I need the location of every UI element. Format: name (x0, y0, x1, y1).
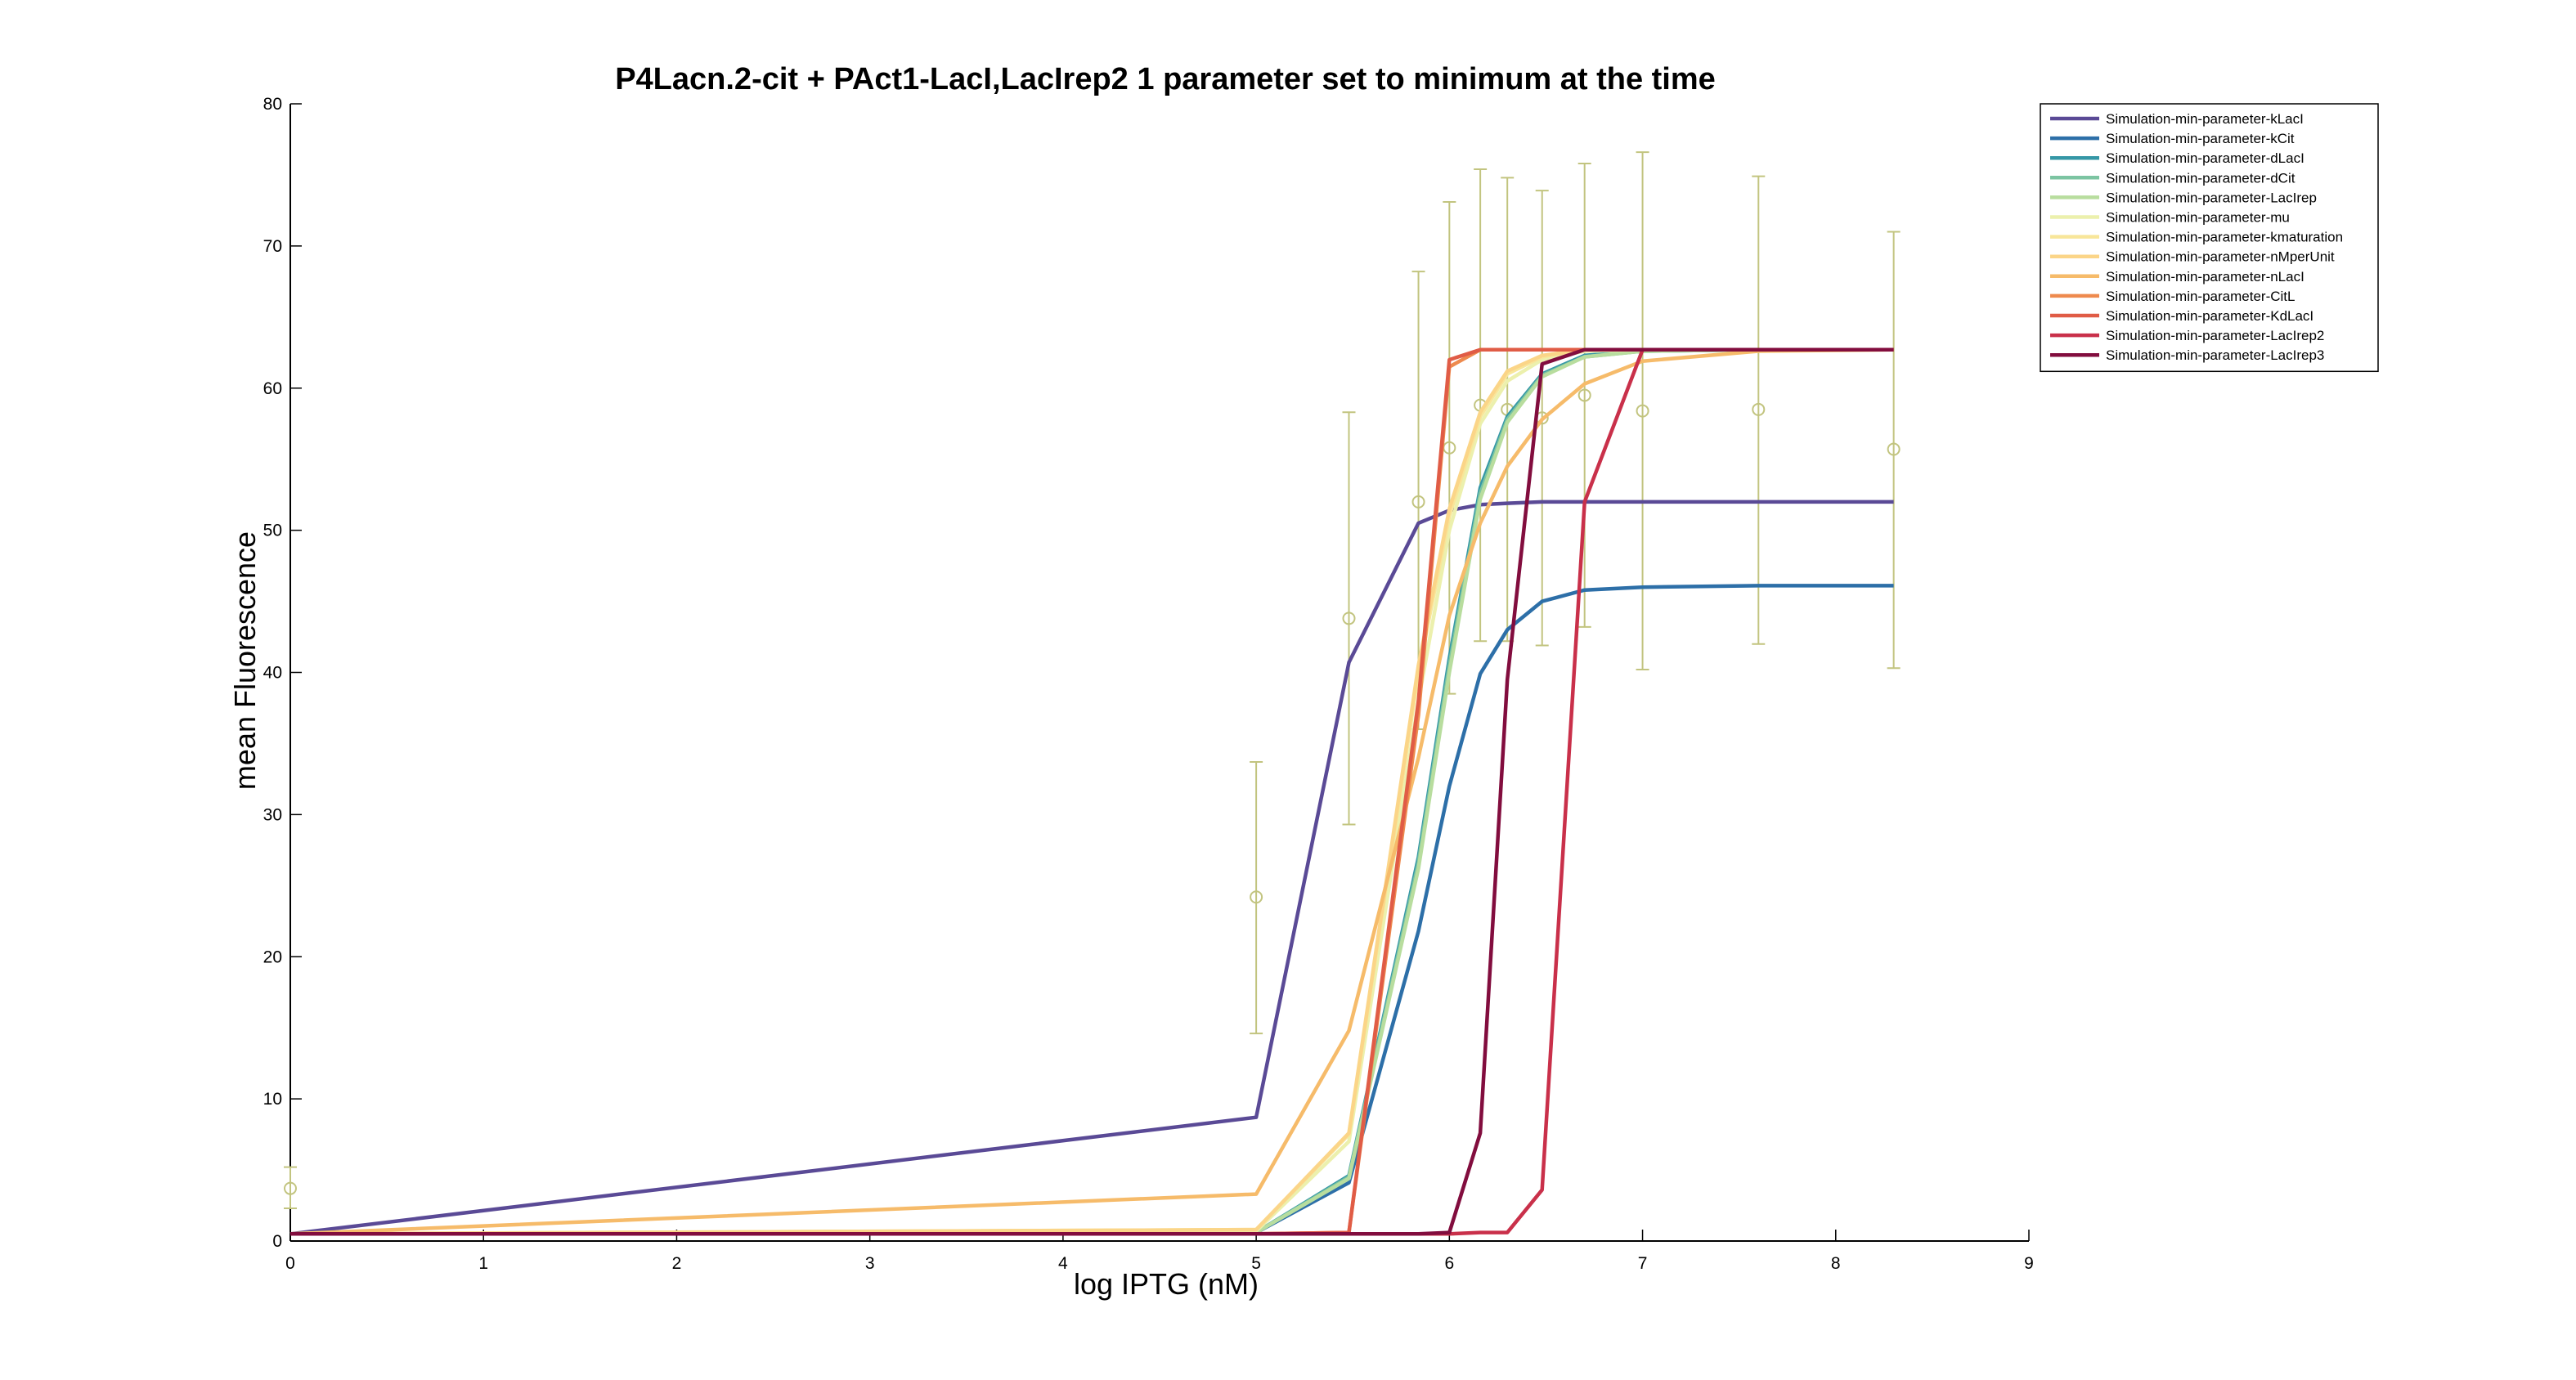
series-line-kdlaci (290, 347, 1894, 1236)
series-line-nlaci (289, 347, 1894, 1236)
y-tick-label: 60 (263, 379, 282, 398)
y-tick-label: 80 (263, 95, 282, 114)
x-tick-label: 1 (478, 1254, 488, 1273)
experimental-point (284, 1181, 297, 1195)
x-tick-label: 2 (672, 1254, 682, 1273)
chart-title: P4Lacn.2-cit + PAct1-LacI,LacIrep2 1 par… (615, 62, 1716, 96)
series-line-lacirep3 (290, 347, 1894, 1236)
experimental-point (1411, 495, 1425, 509)
legend-label: Simulation-min-parameter-kmaturation (2106, 230, 2343, 245)
y-tick-label: 10 (263, 1090, 282, 1109)
x-tick-label: 0 (285, 1254, 295, 1273)
legend-label: Simulation-min-parameter-dCit (2106, 170, 2296, 186)
experimental-point (1636, 404, 1649, 418)
legend-label: Simulation-min-parameter-nMperUnit (2106, 249, 2335, 265)
experimental-point (1752, 402, 1766, 416)
experimental-error-bars (284, 151, 1901, 1210)
experimental-point (1887, 442, 1901, 456)
tick-marks (289, 103, 2030, 1242)
legend-label: Simulation-min-parameter-KdLacI (2106, 308, 2313, 324)
experimental-point (1342, 612, 1356, 625)
y-tick-label: 20 (263, 948, 282, 966)
series-line-dcit (289, 347, 1894, 1236)
legend-label: Simulation-min-parameter-LacIrep3 (2106, 347, 2324, 363)
legend-label: Simulation-min-parameter-nLacI (2106, 269, 2304, 285)
series-line-dlaci (289, 347, 1894, 1236)
y-axis-label: mean Fluorescence (228, 531, 262, 790)
x-tick-label: 8 (1831, 1254, 1841, 1273)
x-tick-label: 5 (1251, 1254, 1261, 1273)
y-tick-label: 30 (263, 805, 282, 824)
legend-label: Simulation-min-parameter-CitL (2106, 289, 2295, 304)
series-line-klaci (289, 500, 1894, 1236)
series-line-lacirep2 (290, 347, 1894, 1236)
x-tick-label: 7 (1638, 1254, 1648, 1273)
x-tick-label: 9 (2024, 1254, 2034, 1273)
experimental-point (1577, 388, 1591, 402)
x-tick-label: 3 (865, 1254, 875, 1273)
series-line-lacirep (289, 347, 1894, 1236)
y-tick-label: 40 (263, 664, 282, 683)
legend-label: Simulation-min-parameter-dLacI (2106, 150, 2304, 166)
series-line-mu (289, 347, 1894, 1236)
legend-label: Simulation-min-parameter-kLacI (2106, 111, 2304, 127)
series-line-kmaturation (289, 347, 1894, 1236)
x-tick-label: 4 (1058, 1254, 1068, 1273)
legend-label: Simulation-min-parameter-mu (2106, 210, 2290, 226)
series-line-kcit (289, 584, 1894, 1236)
legend: Simulation-min-parameter-kLacI Simulation… (2040, 103, 2379, 373)
series-line-citl (290, 347, 1894, 1236)
y-tick-label: 0 (272, 1232, 282, 1251)
series-line-nmperunit (289, 347, 1894, 1236)
axes (289, 104, 2029, 1242)
x-axis-label: log IPTG (nM) (1074, 1267, 1259, 1301)
y-tick-label: 70 (263, 237, 282, 256)
experimental-point (1250, 890, 1263, 904)
series-lines (289, 347, 1894, 1236)
y-tick-label: 50 (263, 522, 282, 540)
x-tick-label: 6 (1444, 1254, 1454, 1273)
legend-label: Simulation-min-parameter-kCit (2106, 131, 2295, 146)
legend-label: Simulation-min-parameter-LacIrep (2106, 190, 2317, 205)
legend-label: Simulation-min-parameter-LacIrep2 (2106, 328, 2324, 343)
tick-labels: 0 1 2 3 4 5 6 7 8 9 0 10 20 30 40 50 60 70 80 (263, 95, 2034, 1273)
